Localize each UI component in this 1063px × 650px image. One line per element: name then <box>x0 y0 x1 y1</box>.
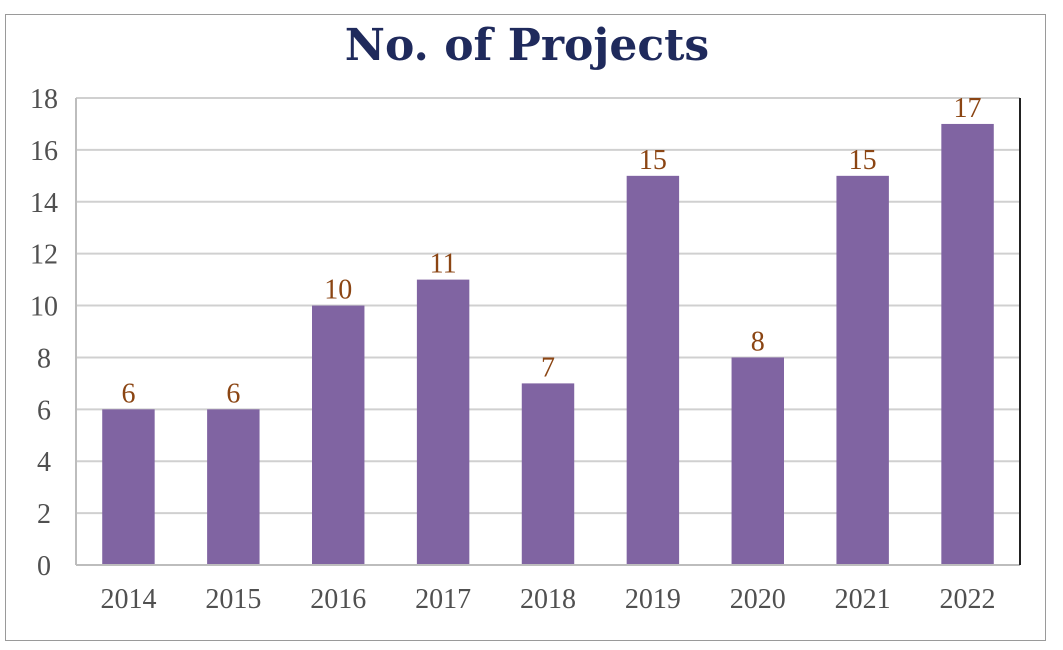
chart-title: No. of Projects <box>345 20 709 71</box>
y-tick-label: 0 <box>37 551 51 582</box>
bar-2021 <box>836 175 889 566</box>
data-label: 17 <box>954 93 982 124</box>
y-tick-label: 14 <box>30 188 58 219</box>
bar-2018 <box>521 383 575 565</box>
data-label: 15 <box>849 145 877 176</box>
bars <box>102 123 994 566</box>
x-tick-label: 2022 <box>940 584 996 615</box>
data-label: 6 <box>121 378 135 409</box>
x-tick-label: 2017 <box>415 584 471 615</box>
bar-2014 <box>102 409 155 565</box>
x-tick-label: 2021 <box>835 584 891 615</box>
x-tick-label: 2018 <box>520 584 576 615</box>
data-label: 6 <box>226 378 240 409</box>
bar-2016 <box>312 305 365 565</box>
axes <box>75 98 1021 566</box>
bar-2019 <box>626 175 680 566</box>
bar-2017 <box>416 279 470 565</box>
data-label: 15 <box>639 145 667 176</box>
x-tick-label: 2015 <box>205 584 261 615</box>
x-tick-label: 2020 <box>730 584 786 615</box>
x-tick-label: 2019 <box>625 584 681 615</box>
y-tick-label: 18 <box>30 84 58 115</box>
x-tick-label: 2016 <box>310 584 366 615</box>
data-labels: 6 6 10 11 7 15 8 15 17 <box>121 93 981 409</box>
y-tick-label: 8 <box>37 343 51 374</box>
data-label: 10 <box>324 275 352 306</box>
data-label: 11 <box>430 249 457 280</box>
y-tick-label: 6 <box>37 395 51 426</box>
y-tick-label: 2 <box>37 499 51 530</box>
data-label: 8 <box>751 326 765 357</box>
bar-2015 <box>207 409 260 565</box>
y-axis-ticks: 0 2 4 6 8 10 12 14 16 18 <box>30 84 58 582</box>
y-tick-label: 4 <box>37 447 51 478</box>
y-tick-label: 12 <box>30 240 58 271</box>
y-tick-label: 16 <box>30 136 58 167</box>
data-label: 7 <box>541 352 555 383</box>
x-tick-label: 2014 <box>100 584 156 615</box>
bar-2020 <box>731 357 784 565</box>
x-axis-ticks: 2014 2015 2016 2017 2018 2019 2020 2021 2022 <box>100 584 995 615</box>
bar-2022 <box>941 123 994 565</box>
y-tick-label: 10 <box>30 292 58 323</box>
